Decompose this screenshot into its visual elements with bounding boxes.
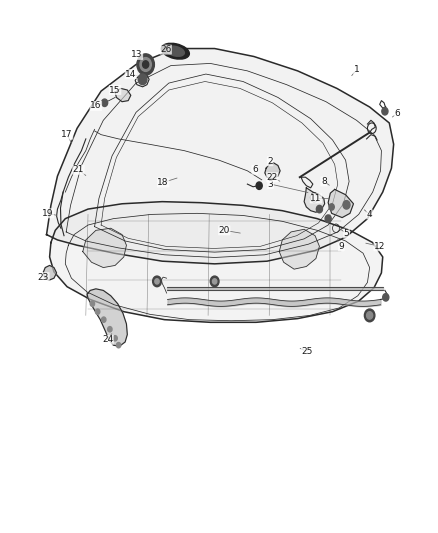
Circle shape [113, 336, 117, 341]
Polygon shape [43, 265, 57, 280]
Circle shape [316, 205, 322, 213]
Circle shape [140, 58, 151, 71]
Polygon shape [304, 188, 325, 212]
Circle shape [343, 200, 350, 209]
Circle shape [152, 276, 161, 287]
Circle shape [102, 317, 106, 322]
Text: 24: 24 [102, 335, 113, 344]
Circle shape [367, 312, 373, 319]
Text: 8: 8 [321, 177, 327, 186]
Circle shape [137, 54, 154, 75]
Text: 18: 18 [157, 178, 169, 187]
Text: 1: 1 [353, 66, 360, 74]
Text: 21: 21 [73, 165, 84, 174]
Circle shape [256, 182, 262, 189]
Polygon shape [46, 49, 394, 264]
Circle shape [325, 215, 331, 222]
Circle shape [382, 108, 388, 115]
Ellipse shape [161, 43, 189, 59]
Circle shape [138, 74, 147, 85]
Circle shape [364, 309, 375, 322]
Text: 14: 14 [125, 70, 137, 78]
Polygon shape [87, 289, 127, 346]
Circle shape [155, 279, 159, 284]
Circle shape [108, 327, 112, 332]
Text: 25: 25 [301, 347, 313, 356]
Polygon shape [83, 228, 127, 268]
Circle shape [90, 301, 95, 306]
Text: 13: 13 [131, 51, 143, 59]
Text: 6: 6 [252, 165, 258, 174]
Text: 11: 11 [310, 194, 321, 203]
Text: 15: 15 [110, 85, 121, 94]
Text: 16: 16 [90, 101, 102, 110]
Text: 9: 9 [339, 242, 344, 251]
Circle shape [210, 276, 219, 287]
Text: 17: 17 [61, 130, 73, 139]
Polygon shape [49, 201, 383, 322]
Polygon shape [265, 163, 280, 179]
Text: 12: 12 [374, 242, 385, 251]
Text: 3: 3 [268, 180, 273, 189]
Polygon shape [328, 189, 353, 217]
Text: 20: 20 [219, 226, 230, 235]
Circle shape [212, 279, 217, 284]
Circle shape [143, 61, 149, 68]
Circle shape [383, 294, 389, 301]
Circle shape [117, 343, 121, 348]
Text: 4: 4 [367, 210, 372, 219]
Circle shape [102, 99, 108, 107]
Text: 22: 22 [267, 173, 278, 182]
Polygon shape [115, 88, 131, 102]
Text: 19: 19 [42, 209, 53, 218]
Text: 23: 23 [38, 273, 49, 281]
Text: 6: 6 [394, 109, 400, 118]
Circle shape [95, 309, 100, 314]
Text: 2: 2 [267, 157, 273, 166]
Circle shape [329, 204, 334, 210]
Ellipse shape [166, 46, 184, 56]
Text: 5: 5 [344, 229, 350, 238]
Text: 26: 26 [160, 45, 171, 54]
Polygon shape [279, 229, 319, 269]
